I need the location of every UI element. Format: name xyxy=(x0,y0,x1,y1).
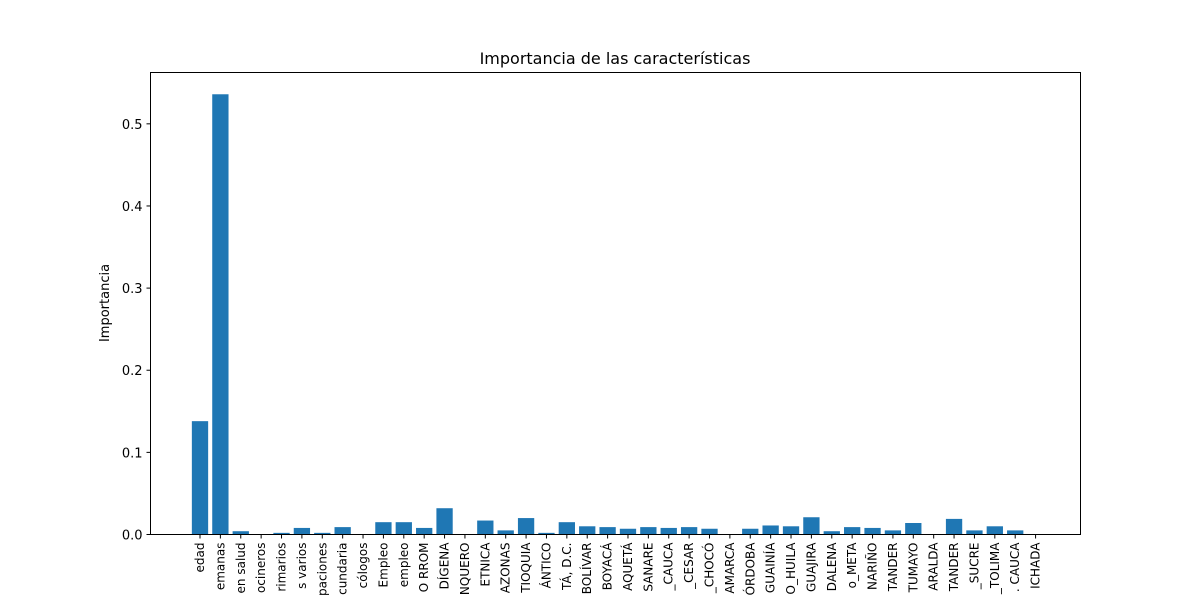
bar xyxy=(986,526,1003,535)
bar xyxy=(945,518,963,535)
bar xyxy=(884,530,902,535)
bar xyxy=(619,528,637,535)
bar xyxy=(579,526,596,535)
bar xyxy=(864,527,881,535)
x-tick-label: . CAUCA xyxy=(1008,542,1022,592)
bar xyxy=(416,527,433,535)
x-tick-label: GUAINÍA xyxy=(763,542,778,593)
plot-area-frame xyxy=(150,72,1081,535)
x-tick-label: cundaria xyxy=(336,543,350,595)
bar xyxy=(660,527,677,535)
x-tick-label: ocineros xyxy=(254,543,268,594)
bar xyxy=(395,522,412,535)
chart-title: Importancia de las características xyxy=(480,49,751,68)
bar xyxy=(314,532,331,535)
x-tick-label: _SUCRE xyxy=(967,543,981,591)
x-tick-label: DÍGENA xyxy=(437,542,452,590)
bar xyxy=(273,532,290,535)
x-tick-label: BOYACÁ xyxy=(600,542,615,591)
bar xyxy=(966,530,983,535)
y-tick-label: 0.4 xyxy=(122,200,143,215)
bar xyxy=(701,528,718,535)
x-tick-label: o_META xyxy=(845,542,859,589)
bar xyxy=(823,531,840,535)
y-axis-ticks: 0.0 0.1 0.2 0.3 0.4 0.5 xyxy=(122,118,151,544)
x-tick-label: TANDER xyxy=(886,543,900,593)
bar xyxy=(844,527,861,535)
x-tick-label: emanas xyxy=(213,543,227,591)
x-tick-label: ÁNTICO xyxy=(538,543,553,589)
x-tick-label: AQUETÁ xyxy=(620,542,635,591)
x-tick-label: TUMAYO xyxy=(906,543,920,594)
bar xyxy=(1007,530,1024,535)
x-tick-label: ÓRDOBA xyxy=(742,542,757,596)
bar xyxy=(742,528,759,535)
x-tick-label: ARALDA xyxy=(927,542,941,591)
x-tick-label: _CESAR xyxy=(682,543,696,590)
x-tick-label: Empleo xyxy=(376,543,390,588)
bar xyxy=(782,526,800,535)
bar xyxy=(334,527,351,535)
x-tick-label: en salud xyxy=(234,543,248,594)
bar xyxy=(558,522,575,535)
bar xyxy=(640,527,657,535)
x-tick-label: edad xyxy=(193,543,207,573)
x-tick-label: O_HUILA xyxy=(784,542,798,595)
bar xyxy=(212,94,229,535)
x-tick-label: _CAUCA xyxy=(662,542,676,592)
x-tick-label: ETNICA xyxy=(478,542,492,587)
bar xyxy=(599,527,616,535)
bar xyxy=(905,523,922,535)
x-tick-label: _CHOCÓ xyxy=(702,543,717,595)
x-tick-label: rimarios xyxy=(275,543,289,592)
y-tick-label: 0.1 xyxy=(122,446,143,461)
x-tick-label: O RROM xyxy=(417,543,431,593)
y-tick-label: 0.2 xyxy=(122,364,143,379)
x-tick-label: _TOLIMA xyxy=(988,542,1002,595)
y-axis-label: Importancia xyxy=(98,264,113,342)
x-tick-label: AMARCA xyxy=(723,542,737,594)
x-tick-label: empleo xyxy=(397,543,411,588)
bar xyxy=(232,531,249,535)
y-tick-label: 0.5 xyxy=(122,118,143,133)
x-tick-label: paciones xyxy=(315,543,329,596)
bar xyxy=(477,520,494,535)
y-tick-label: 0.3 xyxy=(122,282,143,297)
bar xyxy=(680,527,698,535)
bars-group xyxy=(191,94,1024,535)
bar xyxy=(497,530,514,535)
bar xyxy=(191,421,209,535)
bar xyxy=(436,508,453,535)
x-tick-label: SANARE xyxy=(641,543,655,592)
x-tick-label: AZONAS xyxy=(499,543,513,594)
bar xyxy=(803,517,820,535)
bar xyxy=(517,518,535,535)
x-tick-label: s varios xyxy=(295,543,309,589)
x-tick-label: cólogos xyxy=(356,543,370,589)
bar xyxy=(293,527,311,535)
x-tick-label: GUAJIRA xyxy=(804,542,818,592)
x-tick-label: TANDER xyxy=(947,543,961,593)
x-axis-ticks: edad emanas en salud ocineros rimarios s vari… xyxy=(193,534,1043,596)
bar xyxy=(538,532,555,535)
y-tick-label: 0.0 xyxy=(122,529,143,544)
x-tick-label: TÁ, D.C. xyxy=(559,543,574,591)
x-tick-label: NQUERO xyxy=(458,543,472,596)
x-tick-label: TIOQUIA xyxy=(519,542,533,594)
x-tick-label: NARIÑO xyxy=(865,543,880,590)
bar xyxy=(762,525,779,535)
x-tick-label: ICHADA xyxy=(1029,542,1043,589)
x-tick-label: BOLÍVAR xyxy=(579,543,594,595)
x-tick-label: DALENA xyxy=(825,542,839,591)
bar xyxy=(375,522,392,535)
